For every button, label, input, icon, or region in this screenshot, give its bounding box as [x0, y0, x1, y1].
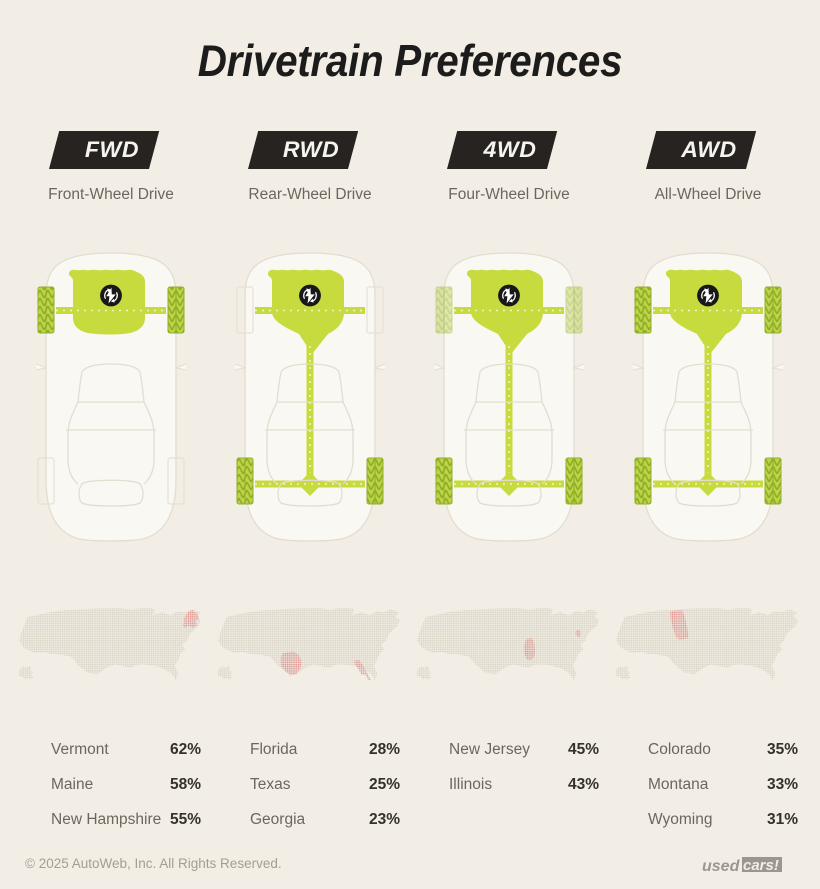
svg-text:used: used [702, 858, 741, 875]
svg-text:cars!: cars! [743, 857, 779, 874]
